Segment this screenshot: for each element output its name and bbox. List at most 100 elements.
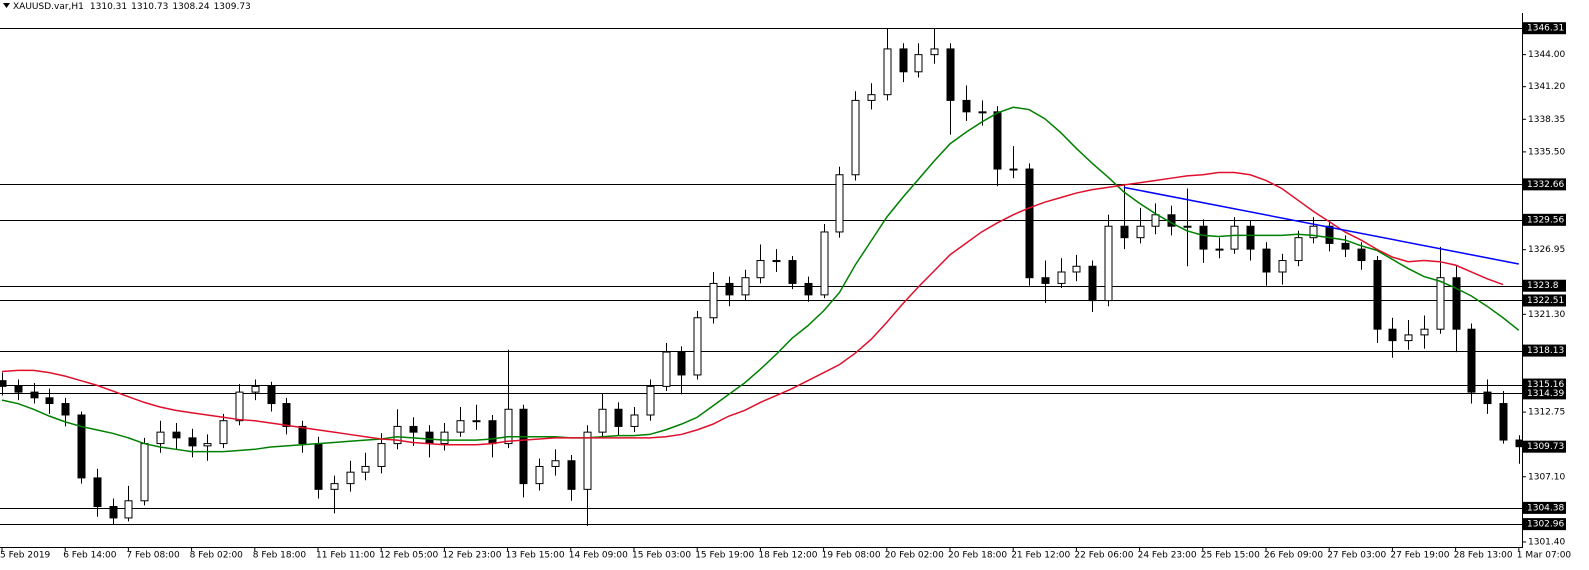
candle-body [1088, 265, 1097, 302]
candle-body [124, 500, 133, 519]
candle-body [314, 443, 323, 490]
x-tick-label: 15 Feb 03:00 [632, 551, 691, 561]
level-price-box [1523, 518, 1566, 531]
candle-body [962, 99, 971, 113]
x-tick-label: 8 Feb 02:00 [190, 551, 244, 561]
candle-body [1262, 248, 1271, 273]
candle-body [756, 260, 765, 279]
candle-body [677, 351, 686, 376]
candle-body [346, 471, 355, 485]
candle-body [1183, 225, 1192, 228]
candle-body [1325, 225, 1334, 244]
candle-body [1436, 277, 1445, 330]
x-tick-label: 5 Feb 2019 [0, 551, 51, 561]
candle-body [583, 431, 592, 490]
x-tick-label: 20 Feb 18:00 [948, 551, 1007, 561]
candle-body [1041, 277, 1050, 284]
candle-body [298, 425, 307, 445]
candle-body [488, 420, 497, 445]
y-tick-label: 1335.50 [1528, 147, 1565, 157]
level-price-box [1523, 501, 1566, 514]
candle-body [1009, 168, 1018, 171]
candle-body [1230, 225, 1239, 250]
candle-body [1120, 225, 1129, 239]
low-price: 1308.24 [172, 2, 209, 12]
candle-body [393, 425, 402, 445]
candle-body [1404, 334, 1413, 342]
menu-arrow[interactable] [3, 3, 10, 8]
candle-body [993, 111, 1002, 170]
y-tick-label: 1338.35 [1528, 115, 1565, 125]
candle-body [203, 443, 212, 447]
level-price-label: 1302.96 [1527, 520, 1564, 530]
y-tick-label: 1301.40 [1528, 537, 1565, 547]
x-tick-label: 22 Feb 06:00 [1074, 551, 1133, 561]
candle-body [282, 403, 291, 427]
level-price-box [1523, 294, 1566, 307]
candle-body [1136, 225, 1145, 239]
plot-area [0, 28, 1522, 526]
candle-body [646, 385, 655, 416]
candle-body [425, 431, 434, 445]
candle-body [235, 391, 244, 422]
candle-body [156, 431, 165, 445]
level-price-label: 1315.16 [1527, 380, 1564, 390]
candle-body [630, 414, 639, 427]
candle-body [30, 391, 39, 399]
x-tick-label: 24 Feb 23:00 [1138, 551, 1197, 561]
x-tick-label: 11 Feb 11:00 [316, 551, 375, 561]
level-price-box [1523, 213, 1566, 226]
x-tick-label: 12 Feb 23:00 [442, 551, 501, 561]
candle-body [188, 437, 197, 447]
open-price: 1310.31 [90, 2, 127, 12]
candle-body [1199, 225, 1208, 250]
candle-body [1420, 328, 1429, 336]
x-tick-label: 6 Feb 14:00 [63, 551, 117, 561]
level-price-label: 1346.31 [1527, 24, 1564, 34]
candle-body [946, 48, 955, 101]
candle-body [883, 48, 892, 96]
candle-body [614, 408, 623, 427]
x-tick-label: 27 Feb 19:00 [1390, 551, 1449, 561]
candle-body [1246, 225, 1255, 250]
x-tick-label: 19 Feb 08:00 [822, 551, 881, 561]
candle-body [251, 385, 260, 393]
candle-body [440, 431, 449, 445]
moving-average [1, 171, 1504, 446]
level-price-label: 1329.56 [1527, 215, 1564, 225]
candle-body [978, 111, 987, 114]
y-tick-label: 1307.10 [1528, 472, 1565, 482]
candle-body [1278, 260, 1287, 273]
candle-body [140, 443, 149, 502]
candle-body [456, 420, 465, 433]
candle-body [899, 48, 908, 73]
candle-body [1072, 265, 1081, 273]
candle-body [598, 408, 607, 433]
candle-body [535, 465, 544, 485]
candle-body [1483, 391, 1492, 405]
trendline [1123, 186, 1519, 265]
high-price: 1310.73 [131, 2, 168, 12]
candle-body [172, 431, 181, 439]
candle-body [1373, 260, 1382, 330]
candle-body [725, 282, 734, 296]
y-tick-label: 1344.00 [1528, 50, 1565, 60]
candle-body [867, 94, 876, 101]
candle-body [820, 231, 829, 296]
candle-body [14, 385, 23, 393]
candle-body [1467, 328, 1476, 393]
candle-body [930, 48, 939, 56]
candle-body [1341, 242, 1350, 250]
level-price-label: 1318.13 [1527, 346, 1564, 356]
candle-body [1499, 403, 1508, 441]
x-tick-label: 14 Feb 09:00 [569, 551, 628, 561]
candle-body [361, 465, 370, 473]
candle-body [851, 99, 860, 176]
x-tick-label: 12 Feb 05:00 [379, 551, 438, 561]
level-price-label: 1332.66 [1527, 180, 1564, 190]
candle-body [1025, 168, 1034, 279]
candle-body [409, 425, 418, 433]
close-price: 1309.73 [214, 2, 251, 12]
level-price-label: 1322.51 [1527, 296, 1564, 306]
candle-body [1515, 439, 1522, 448]
